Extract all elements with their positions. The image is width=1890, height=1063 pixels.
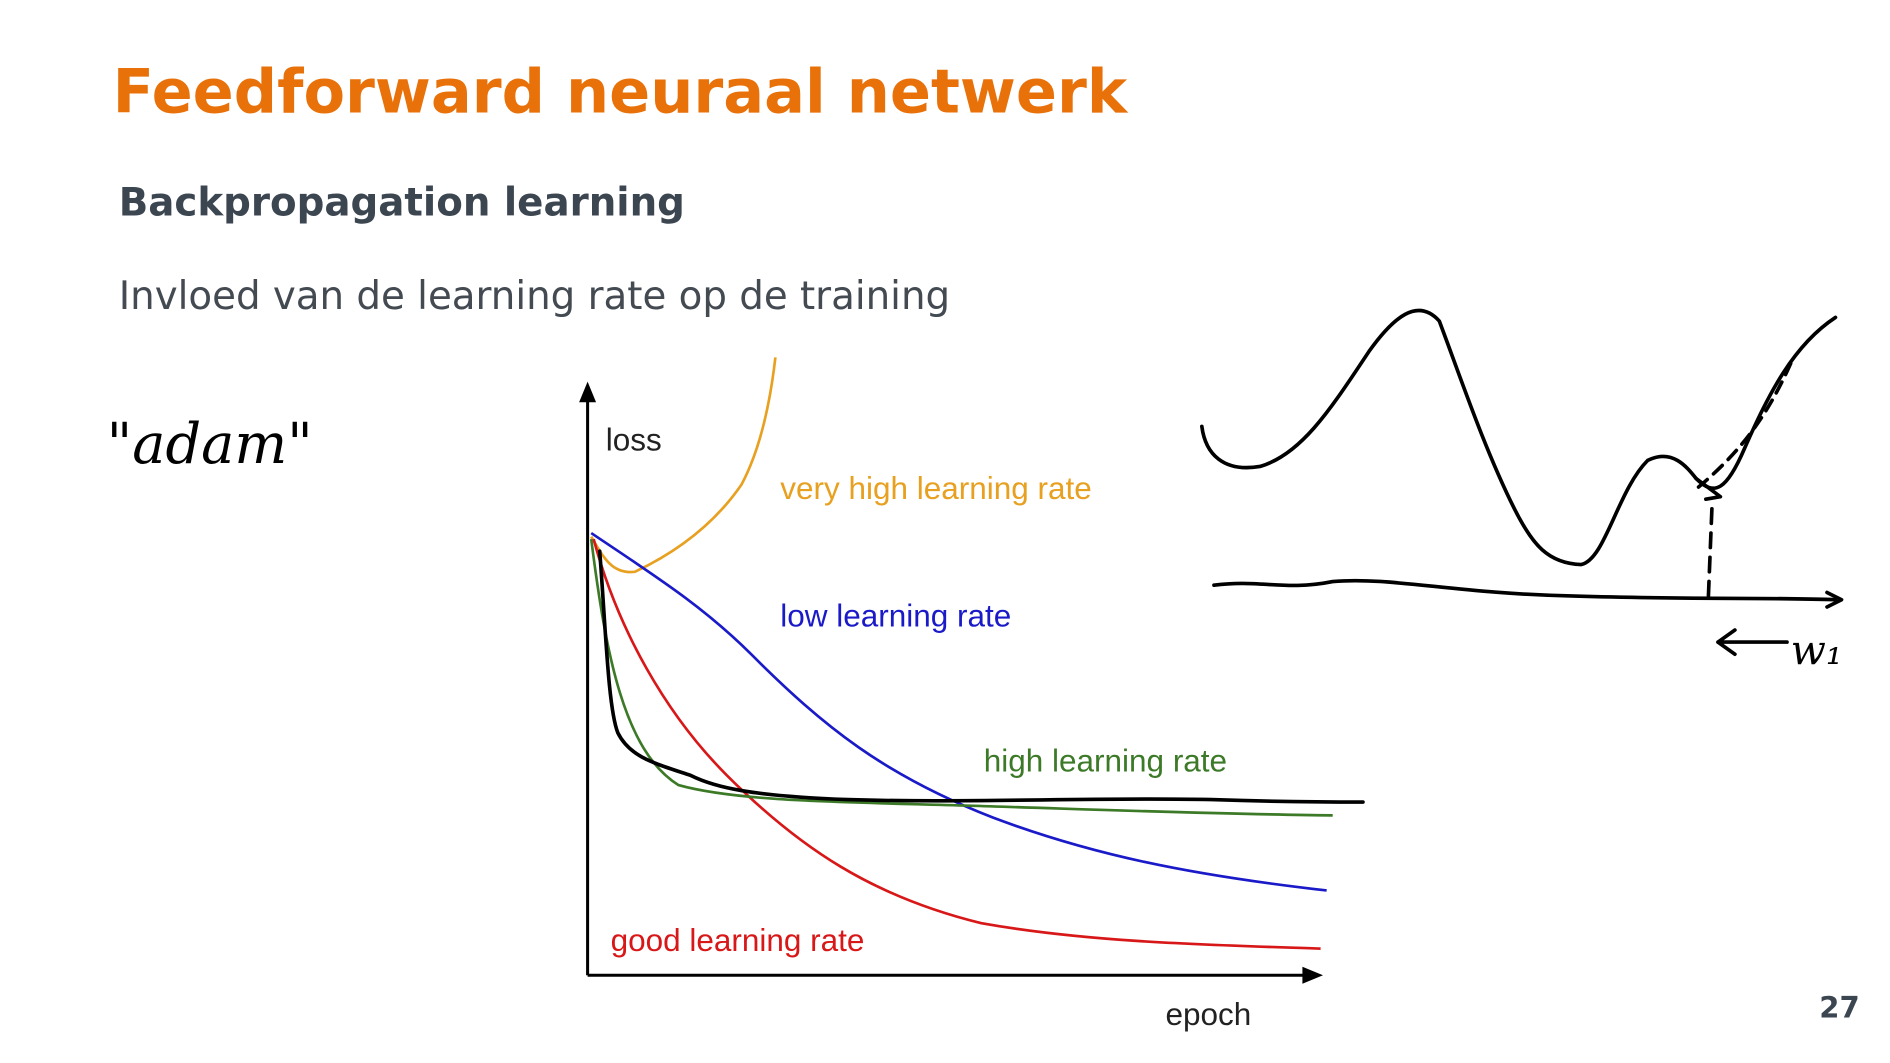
handwritten-curve — [597, 549, 1365, 804]
curve-label: very high learning rate — [780, 470, 1092, 506]
heading: Backpropagation learning — [119, 181, 685, 226]
sketch-dashed-line — [1706, 507, 1714, 602]
curve-label: good learning rate — [611, 922, 865, 958]
weight-label: w₁ — [1791, 626, 1843, 674]
body-text: Invloed van de learning rate op de train… — [119, 274, 950, 319]
good-curve — [592, 538, 1321, 950]
axes — [579, 381, 1323, 984]
low-curve — [590, 531, 1327, 892]
arrowhead — [1302, 966, 1323, 984]
sketch-curve — [1200, 308, 1838, 567]
x-axis-label: epoch — [1165, 996, 1251, 1032]
sketch-dashed-arrow — [1696, 361, 1793, 489]
curve-label: low learning rate — [780, 597, 1011, 633]
y-axis-label: loss — [606, 422, 662, 458]
very-high-curve — [590, 357, 777, 574]
sketch-arrowhead — [1694, 476, 1723, 501]
title: Feedforward neuraal netwerk — [113, 58, 1129, 128]
sketch-axis — [1212, 578, 1838, 602]
handwritten-note: "adam" — [107, 412, 313, 477]
arrowhead — [579, 381, 597, 403]
curve-label: high learning rate — [984, 743, 1227, 779]
page-number: 27 — [1819, 991, 1859, 1025]
high-curve — [589, 538, 1333, 817]
sketch-left-arrow — [1716, 628, 1789, 657]
sketch-arrowhead — [1825, 590, 1844, 609]
